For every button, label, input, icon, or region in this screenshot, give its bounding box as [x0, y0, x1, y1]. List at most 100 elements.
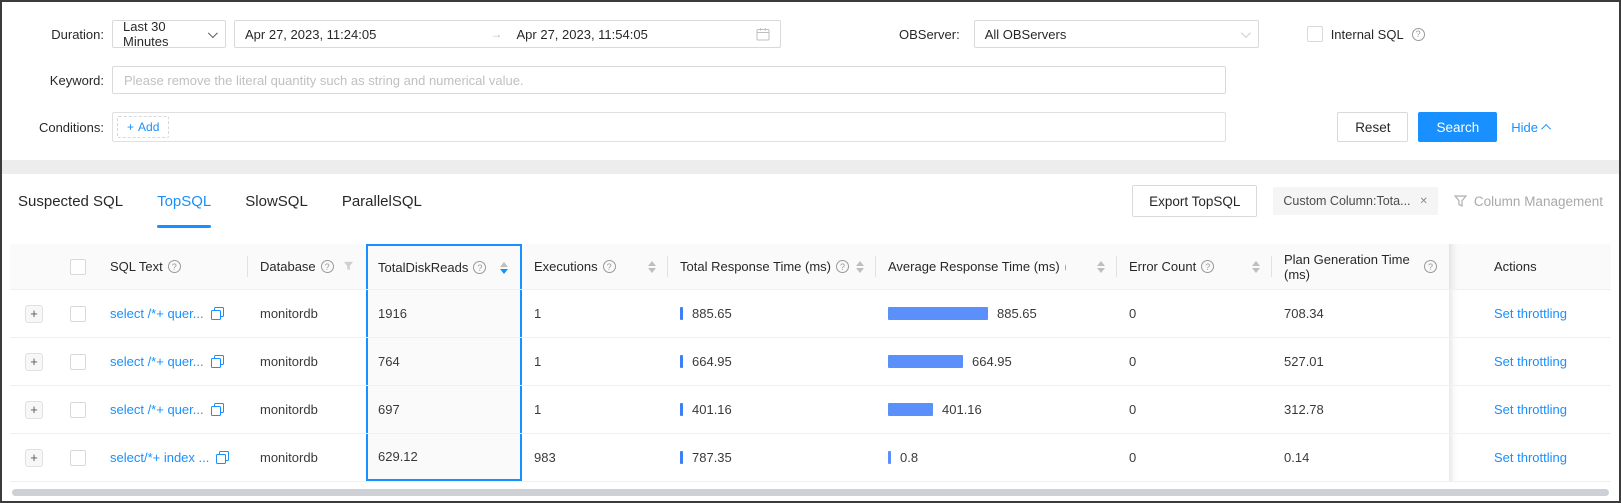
sort-control[interactable]	[494, 261, 508, 274]
column-header-actions: Actions	[1449, 244, 1611, 289]
copy-icon[interactable]	[210, 307, 224, 320]
database-header-label: Database	[260, 259, 316, 274]
table-row: select /*+ quer... monitordb 697 1 401.1…	[10, 386, 1611, 434]
checkbox-cell	[58, 386, 98, 433]
add-condition-button[interactable]: Add	[117, 116, 170, 138]
expand-row-button[interactable]	[25, 304, 43, 323]
copy-icon[interactable]	[210, 403, 224, 416]
sort-control[interactable]	[642, 260, 656, 273]
export-topsql-button[interactable]: Export TopSQL	[1132, 185, 1258, 217]
horizontal-scrollbar[interactable]	[12, 489, 1609, 496]
row-checkbox[interactable]	[70, 353, 86, 370]
tab-suspected-sql[interactable]: Suspected SQL	[18, 192, 124, 210]
avg-response-time-cell: 401.16	[876, 386, 1117, 433]
close-icon[interactable]	[1420, 196, 1428, 207]
database-cell: monitordb	[260, 306, 318, 321]
plus-icon	[127, 120, 134, 134]
avg-response-time-value: 0.8	[900, 450, 919, 465]
error-count-header-label: Error Count	[1129, 259, 1197, 274]
expand-cell	[10, 434, 58, 481]
error-count-cell: 0	[1129, 354, 1137, 369]
database-cell: monitordb	[260, 450, 318, 465]
range-start-value[interactable]: Apr 27, 2023, 11:24:05	[245, 26, 377, 42]
total-response-bar	[680, 403, 683, 416]
help-icon[interactable]	[1411, 27, 1425, 41]
sort-control[interactable]	[850, 260, 864, 273]
column-header-database: Database	[248, 244, 366, 289]
calendar-icon	[756, 27, 770, 41]
select-all-checkbox[interactable]	[70, 258, 86, 275]
table-body: select /*+ quer... monitordb 1916 1 885.…	[10, 290, 1611, 482]
total-response-bar	[680, 307, 683, 320]
keyword-input[interactable]	[112, 66, 1226, 94]
chevron-down-icon	[208, 27, 218, 38]
sql-text-link[interactable]: select /*+ quer...	[110, 306, 204, 321]
set-throttling-link[interactable]: Set throttling	[1494, 306, 1567, 321]
help-icon[interactable]	[602, 260, 616, 273]
plus-icon	[30, 450, 38, 465]
expand-cell	[10, 290, 58, 337]
conditions-label: Conditions:	[38, 119, 104, 135]
expand-row-button[interactable]	[25, 400, 43, 419]
row-checkbox[interactable]	[70, 305, 86, 322]
copy-icon[interactable]	[216, 451, 230, 464]
expand-row-button[interactable]	[25, 448, 43, 467]
checkbox-cell	[58, 338, 98, 385]
sort-control[interactable]	[1246, 260, 1260, 273]
content-panel: Suspected SQL TopSQL SlowSQL ParallelSQL…	[2, 174, 1619, 496]
tab-slowsql[interactable]: SlowSQL	[245, 192, 308, 210]
sql-text-header-label: SQL Text	[110, 259, 163, 274]
avg-response-bar	[888, 451, 891, 464]
header-select	[58, 244, 98, 289]
set-throttling-link[interactable]: Set throttling	[1494, 402, 1567, 417]
checkbox-cell	[58, 434, 98, 481]
search-button[interactable]: Search	[1418, 112, 1498, 142]
executions-cell: 1	[534, 402, 542, 417]
help-icon[interactable]	[320, 260, 334, 273]
tab-topsql[interactable]: TopSQL	[157, 174, 212, 228]
duration-select[interactable]: Last 30 Minutes	[112, 19, 226, 49]
copy-icon[interactable]	[210, 355, 224, 368]
observer-value: All OBServers	[984, 26, 1067, 42]
table-header: SQL Text Database TotalDiskReads Exec	[10, 244, 1611, 290]
sql-text-cell: select /*+ quer...	[98, 338, 248, 385]
sql-text-link[interactable]: select /*+ quer...	[110, 402, 204, 417]
expand-row-button[interactable]	[25, 352, 43, 371]
help-icon[interactable]	[836, 260, 849, 273]
internal-sql-label: Internal SQL	[1330, 26, 1404, 42]
observer-select[interactable]: All OBServers	[973, 20, 1259, 48]
sort-control[interactable]	[1091, 260, 1105, 273]
duration-value: Last 30 Minutes	[123, 19, 169, 49]
error-count-cell: 0	[1129, 450, 1137, 465]
help-icon[interactable]	[167, 260, 181, 273]
set-throttling-link[interactable]: Set throttling	[1494, 450, 1567, 465]
date-range-picker[interactable]: Apr 27, 2023, 11:24:05 Apr 27, 2023, 11:…	[234, 20, 781, 48]
internal-sql-checkbox[interactable]	[1306, 26, 1323, 42]
custom-column-tag[interactable]: Custom Column:Tota...	[1273, 187, 1438, 215]
conditions-box: Add	[112, 112, 1226, 142]
error-count-cell: 0	[1129, 402, 1137, 417]
total-response-time-cell: 401.16	[668, 386, 876, 433]
actions-cell: Set throttling	[1449, 338, 1611, 385]
range-end-value[interactable]: Apr 27, 2023, 11:54:05	[516, 26, 648, 42]
help-icon[interactable]	[1201, 260, 1215, 273]
column-management-button[interactable]: Column Management	[1453, 194, 1603, 209]
sql-text-link[interactable]: select/*+ index ...	[110, 450, 210, 465]
table-toolbar: Export TopSQL Custom Column:Tota... Colu…	[1132, 174, 1603, 228]
hide-filters-link[interactable]: Hide	[1511, 120, 1552, 135]
set-throttling-link[interactable]: Set throttling	[1494, 354, 1567, 369]
sql-text-link[interactable]: select /*+ quer...	[110, 354, 204, 369]
total-response-time-value: 664.95	[692, 354, 732, 369]
plan-generation-time-cell: 312.78	[1284, 402, 1324, 417]
tab-parallelsql[interactable]: ParallelSQL	[341, 192, 422, 210]
reset-button[interactable]: Reset	[1337, 112, 1409, 142]
expand-cell	[10, 386, 58, 433]
filter-funnel-icon[interactable]	[343, 261, 354, 272]
row-checkbox[interactable]	[70, 401, 86, 418]
help-icon[interactable]	[1424, 260, 1437, 273]
total-response-time-value: 787.35	[692, 450, 732, 465]
filter-panel: Duration: Last 30 Minutes Apr 27, 2023, …	[2, 2, 1619, 160]
help-icon[interactable]	[473, 261, 487, 274]
row-checkbox[interactable]	[70, 449, 86, 466]
executions-header-label: Executions	[534, 259, 598, 274]
